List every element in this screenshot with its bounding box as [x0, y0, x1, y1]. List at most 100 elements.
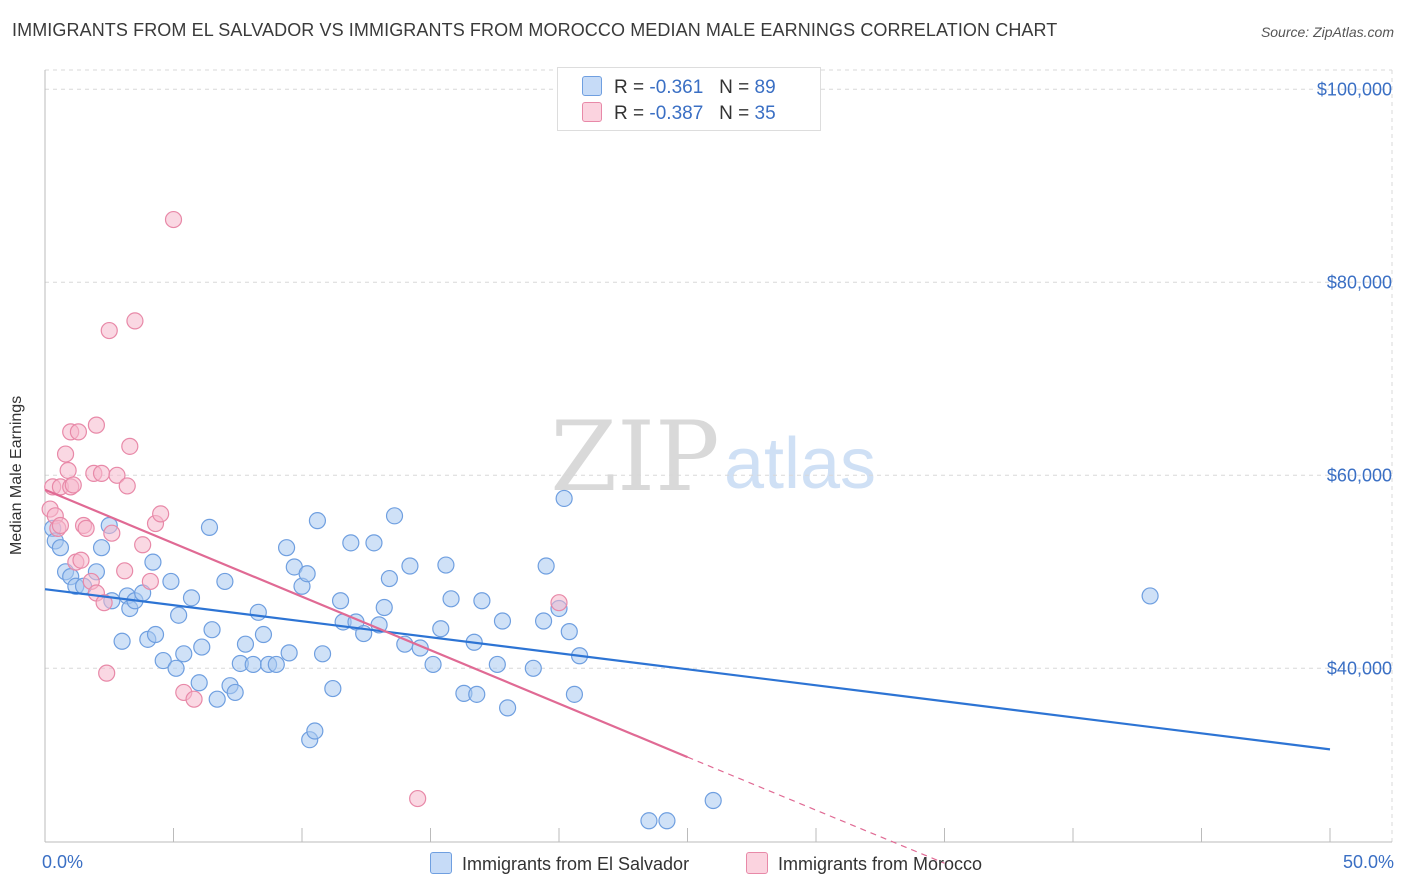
point-el-salvador: [442, 590, 460, 608]
legend-swatch-el-salvador: [582, 76, 602, 96]
point-el-salvador: [306, 722, 324, 740]
point-morocco: [95, 594, 113, 612]
point-el-salvador: [200, 518, 219, 537]
point-morocco: [77, 519, 95, 537]
point-morocco: [92, 464, 111, 482]
point-el-salvador: [424, 655, 442, 674]
point-el-salvador: [375, 598, 393, 617]
legend-r-label: R =: [614, 77, 645, 98]
point-el-salvador: [468, 685, 486, 703]
point-morocco: [56, 445, 75, 463]
point-el-salvador: [203, 621, 221, 639]
point-el-salvador: [324, 679, 342, 698]
point-el-salvador: [208, 690, 226, 708]
point-el-salvador: [488, 655, 506, 674]
chart-title: IMMIGRANTS FROM EL SALVADOR VS IMMIGRANT…: [12, 20, 1058, 40]
y-tick-label: $60,000: [1327, 465, 1392, 485]
bottom-legend-swatch-morocco: [746, 852, 768, 874]
point-morocco: [69, 423, 88, 441]
point-el-salvador: [162, 572, 180, 591]
point-el-salvador: [216, 572, 234, 591]
point-el-salvador: [437, 556, 455, 574]
point-el-salvador: [113, 632, 131, 650]
point-morocco: [103, 524, 121, 542]
y-tick-label: $80,000: [1327, 272, 1392, 292]
point-el-salvador: [51, 539, 70, 557]
point-el-salvador: [167, 659, 185, 677]
point-el-salvador: [277, 539, 296, 557]
legend-n-value: 35: [754, 103, 776, 124]
point-el-salvador: [658, 812, 676, 830]
point-el-salvador: [493, 612, 512, 630]
point-morocco: [164, 210, 183, 229]
point-morocco: [100, 321, 118, 340]
point-morocco: [51, 516, 70, 535]
trendline-el-salvador: [44, 588, 1331, 751]
point-morocco: [87, 416, 106, 434]
point-el-salvador: [190, 674, 208, 692]
point-el-salvador: [473, 592, 491, 610]
point-el-salvador: [144, 553, 162, 571]
point-el-salvador: [313, 645, 332, 663]
point-el-salvador: [249, 603, 267, 621]
legend-row-morocco: R = -0.387 N = 35: [582, 102, 776, 125]
point-el-salvador: [534, 612, 553, 630]
point-morocco: [152, 505, 170, 523]
bottom-legend-label: Immigrants from El Salvador: [462, 854, 690, 874]
point-el-salvador: [175, 645, 193, 663]
point-el-salvador: [385, 507, 404, 525]
legend-r-value: -0.387: [649, 103, 704, 124]
point-el-salvador: [560, 623, 578, 641]
trendline-morocco: [44, 488, 688, 759]
point-el-salvador: [401, 557, 419, 575]
point-morocco: [98, 664, 116, 682]
stats-legend: R = -0.361 N = 89 R = -0.387 N = 35: [557, 67, 821, 131]
point-el-salvador: [331, 592, 350, 610]
point-el-salvador: [193, 638, 211, 656]
point-el-salvador: [280, 644, 298, 662]
point-morocco: [409, 789, 427, 808]
point-el-salvador: [432, 620, 450, 638]
point-el-salvador: [236, 635, 255, 653]
bottom-legend-swatch-el-salvador: [430, 852, 452, 874]
point-morocco: [134, 536, 152, 554]
point-el-salvador: [244, 655, 262, 674]
point-el-salvador: [1141, 587, 1159, 605]
point-el-salvador: [380, 569, 398, 588]
point-morocco: [116, 562, 134, 580]
point-el-salvador: [298, 565, 316, 583]
point-el-salvador: [365, 534, 383, 552]
point-morocco: [185, 690, 203, 708]
point-el-salvador: [524, 659, 542, 677]
point-morocco: [118, 477, 136, 495]
point-el-salvador: [499, 699, 517, 717]
point-el-salvador: [92, 539, 111, 557]
point-morocco: [121, 437, 139, 455]
point-morocco: [59, 461, 77, 480]
watermark-zip: ZIP: [550, 401, 719, 513]
point-el-salvador: [640, 812, 658, 830]
point-morocco: [64, 476, 82, 494]
point-morocco: [141, 572, 159, 591]
point-el-salvador: [154, 651, 172, 670]
source-label: Source: ZipAtlas.com: [1260, 24, 1394, 40]
point-el-salvador: [226, 683, 244, 702]
legend-row-el-salvador: R = -0.361 N = 89: [582, 76, 776, 99]
x-tick-label-max: 50.0%: [1342, 852, 1394, 872]
point-morocco: [72, 551, 90, 569]
y-tick-label: $100,000: [1317, 79, 1392, 99]
bottom-legend-label: Immigrants from Morocco: [778, 854, 983, 874]
y-tick-label: $40,000: [1327, 658, 1392, 678]
legend-r-value: -0.361: [649, 77, 704, 98]
watermark-atlas: atlas: [724, 424, 876, 504]
point-el-salvador: [146, 625, 165, 644]
point-el-salvador: [537, 557, 555, 575]
point-el-salvador: [170, 606, 188, 624]
point-el-salvador: [704, 791, 722, 810]
point-el-salvador: [555, 489, 573, 508]
point-el-salvador: [342, 534, 360, 552]
legend-swatch-morocco: [582, 102, 602, 122]
point-el-salvador: [308, 512, 327, 530]
legend-n-label: N =: [719, 77, 750, 98]
